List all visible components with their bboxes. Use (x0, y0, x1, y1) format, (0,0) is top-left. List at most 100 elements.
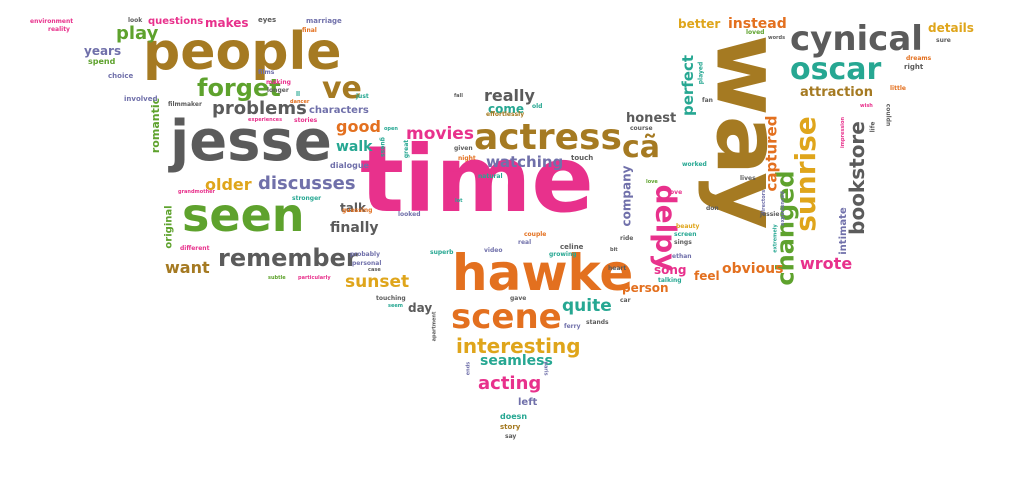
word-left: left (518, 397, 538, 408)
word-problems: problems (212, 98, 307, 119)
word-experiences: experiences (248, 117, 283, 123)
word-choice: choice (108, 72, 134, 80)
word-eyes: eyes (258, 16, 277, 24)
word-lot: lot (455, 198, 463, 204)
word-play: play (116, 23, 159, 44)
word-heart: heart (608, 265, 627, 272)
word-look: look (128, 17, 143, 24)
word-personal: personal (352, 260, 382, 267)
word-wish: wish (860, 103, 873, 109)
word-final: final (302, 27, 317, 34)
word-ca: cã (622, 130, 661, 165)
word-talking: talking (658, 277, 682, 284)
word-ethan: ethan (672, 253, 692, 260)
word-best: best (450, 167, 465, 174)
word-natural: natural (478, 173, 503, 180)
word-ferry: ferry (564, 323, 581, 330)
word-feel: feel (694, 269, 720, 283)
word-hawke: hawke (452, 244, 634, 302)
word-love: love (668, 189, 683, 196)
word-words: words (768, 35, 786, 41)
word-guess: guess (378, 137, 386, 157)
word-worked: worked (682, 161, 707, 168)
word-makes: makes (205, 16, 249, 30)
word-better: better (678, 17, 721, 31)
word-growing: growing (549, 251, 577, 258)
word-doesn: doesn (500, 412, 528, 421)
word-time: time (360, 126, 594, 233)
word-video: video (484, 247, 503, 254)
word-wrote: wrote (800, 254, 853, 273)
word-discusses: discusses (258, 173, 356, 194)
word-details: details (928, 21, 974, 35)
word-love-2: love (646, 179, 658, 185)
word-course: course (630, 125, 653, 132)
word-dialogue: dialogue (330, 161, 369, 170)
word-loved: loved (746, 29, 765, 36)
word-marriage: marriage (306, 17, 342, 25)
word-looked: looked (398, 211, 421, 218)
word-old: old (532, 103, 543, 110)
word-reality: reality (48, 26, 70, 33)
word-ve: ve (322, 71, 362, 106)
word-just: just (356, 93, 369, 100)
word-little: little (890, 85, 906, 92)
word-quite: quite (562, 296, 612, 316)
word-ride: ride (620, 235, 634, 242)
word-captured: captured (762, 115, 781, 192)
word-say: say (505, 433, 517, 440)
word-probably: probably (350, 251, 380, 258)
word-stronger: stronger (292, 195, 322, 202)
word-walk: walk (336, 139, 373, 155)
word-lives: lives (740, 175, 756, 182)
word-right: right (904, 63, 924, 71)
word-really: really (484, 86, 535, 105)
word-sunset: sunset (345, 272, 410, 292)
word-older: older (205, 175, 252, 194)
word-instead: instead (728, 16, 787, 32)
word-song: song (654, 263, 687, 277)
word-guessing: guessing (342, 207, 373, 214)
word-extremely: extremely (772, 224, 779, 253)
word-beauty: beauty (676, 223, 700, 230)
word-interesting: interesting (456, 334, 581, 358)
word-great: great (403, 139, 411, 159)
word-ll: ll (296, 91, 301, 98)
word-life: life (869, 121, 877, 133)
word-real: real (518, 239, 532, 246)
word-original: original (163, 205, 175, 249)
word-watching: watching (486, 153, 564, 171)
word-forget: forget (197, 74, 281, 102)
word-night: night (458, 155, 476, 162)
word-cynical: cynical (790, 19, 923, 59)
word-played: played (697, 61, 705, 85)
word-honest: honest (626, 111, 677, 126)
word-case: case (368, 267, 381, 273)
word-obvious: obvious (722, 261, 784, 277)
word-come: come (488, 102, 524, 116)
word-impression: impression (840, 116, 847, 149)
word-bookstore: bookstore (844, 121, 869, 235)
word-touch: touch (571, 154, 594, 162)
word-scene: scene (451, 297, 562, 337)
word-remember: remember (218, 244, 358, 272)
word-fan: fan (702, 97, 713, 104)
word-films: films (258, 69, 275, 76)
word-involved: involved (124, 95, 158, 103)
word-story: story (500, 423, 521, 431)
word-don: don (706, 205, 719, 212)
word-company: company (619, 165, 634, 227)
word-making: making (266, 79, 291, 86)
word-person: person (622, 281, 669, 295)
word-seem: seem (388, 303, 403, 309)
word-filmmaker: filmmaker (168, 101, 202, 108)
word-different: different (180, 245, 210, 252)
word-couldn: couldn (884, 103, 892, 127)
word-oscar: oscar (790, 52, 882, 87)
word-couple: couple (524, 231, 547, 238)
word-romantic: romantic (149, 97, 163, 154)
word-bit: bit (610, 247, 618, 253)
word-relation: relation (444, 187, 451, 210)
word-acting: acting (478, 373, 542, 394)
